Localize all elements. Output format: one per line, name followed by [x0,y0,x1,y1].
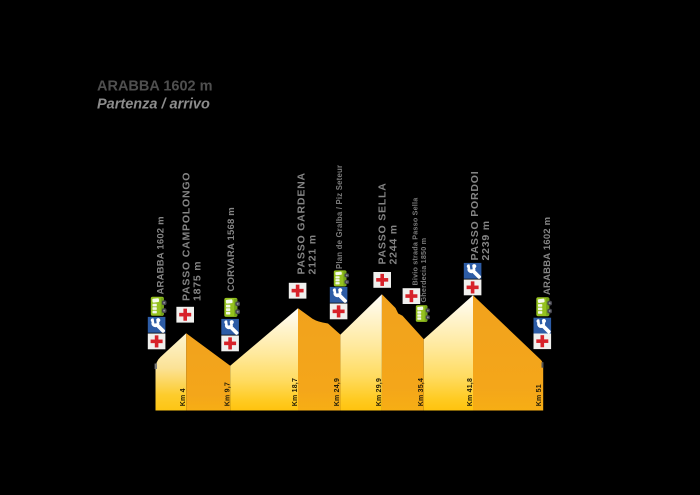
svg-text:Km 24,9: Km 24,9 [334,378,341,406]
svg-text:Bivio strada Passo Sella: Bivio strada Passo Sella [411,197,420,286]
svg-text:2239 m: 2239 m [480,220,492,260]
svg-text:Km 41,8: Km 41,8 [467,378,474,406]
svg-text:PASSO CAMPOLONGO: PASSO CAMPOLONGO [181,172,193,301]
svg-text:Km 4: Km 4 [180,388,187,406]
svg-text:Partenza / arrivo: Partenza / arrivo [97,97,210,113]
svg-text:PASSO GARDENA: PASSO GARDENA [296,172,308,274]
svg-text:Plan de Gralba / Piz Seteur: Plan de Gralba / Piz Seteur [335,165,344,269]
svg-text:1875 m: 1875 m [192,261,204,301]
svg-text:CORVARA 1568 m: CORVARA 1568 m [226,207,237,291]
svg-text:Km 35,4: Km 35,4 [418,378,425,406]
svg-text:Km 51: Km 51 [536,384,543,406]
svg-text:ARABBA 1602 m: ARABBA 1602 m [97,79,213,95]
svg-text:ARABBA 1602 m: ARABBA 1602 m [542,217,553,295]
svg-text:2121 m: 2121 m [307,234,319,274]
svg-text:ARABBA 1602 m: ARABBA 1602 m [156,216,167,294]
svg-text:PASSO SELLA: PASSO SELLA [377,182,389,264]
svg-text:2244 m: 2244 m [388,224,400,264]
svg-text:Km 9,7: Km 9,7 [225,382,232,406]
svg-text:Gherdecia 1850 m: Gherdecia 1850 m [419,238,428,303]
svg-text:Km 29,9: Km 29,9 [376,378,383,406]
svg-text:PASSO PORDOI: PASSO PORDOI [469,171,481,261]
svg-text:Km 18,7: Km 18,7 [292,378,299,406]
